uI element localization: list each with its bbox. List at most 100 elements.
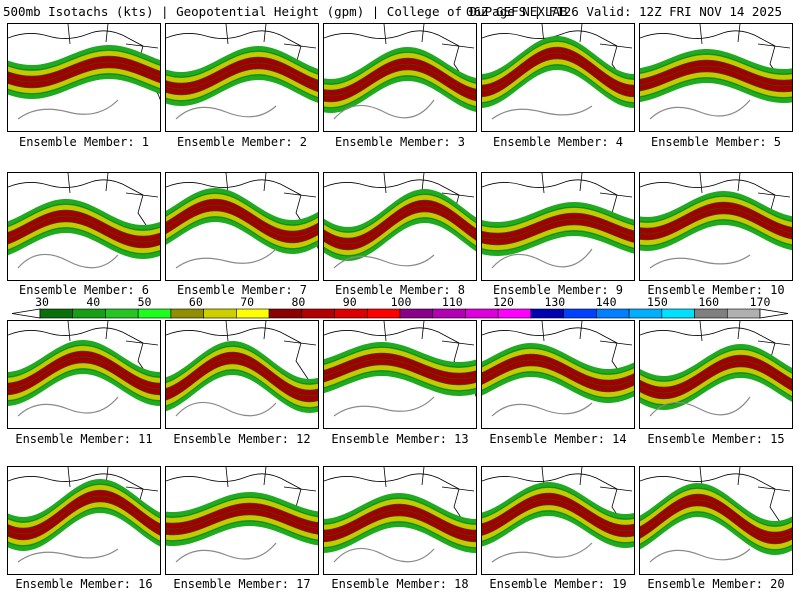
colorbar-tick-label: 90 [342,295,357,309]
coastline [8,24,160,101]
height-contour [324,199,476,239]
colorbar-segment [497,308,532,319]
ensemble-map-panel [7,320,161,429]
coastline [482,321,634,398]
height-contour [166,204,318,238]
ensemble-map-panel [165,23,319,132]
height-contour [482,510,634,544]
colorbar-segment [301,308,335,319]
height-contour [166,74,318,102]
chart-title: 500mb Isotachs (kts) | Geopotential Heig… [0,3,800,21]
height-contour [324,193,476,233]
colorbar-segment [72,308,106,319]
colorbar-tick-label: 110 [441,295,463,309]
map-canvas [166,467,318,563]
map-canvas [166,24,318,120]
height-contour [8,49,160,71]
height-contour [482,498,634,532]
colorbar-segment [399,308,434,319]
jet-edge-band [640,197,792,245]
height-contour [640,511,792,551]
geopotential-contour [491,248,593,269]
ensemble-member-label: Ensemble Member: 18 [331,577,469,591]
ensemble-map-panel [639,466,793,575]
colorbar-segment [563,308,597,319]
height-contour [8,215,160,243]
ensemble-member-label: Ensemble Member: 2 [176,135,308,149]
jet-core-band [166,57,318,95]
jet-edge-band [482,488,634,542]
height-contour [8,507,160,547]
geopotential-contour [175,401,277,417]
ensemble-map-panel [481,320,635,429]
coastline [640,24,792,101]
colorbar-tick-label: 70 [240,295,255,309]
ensemble-map-panel [165,172,319,281]
height-contour [8,209,160,237]
ensemble-member-label: Ensemble Member: 16 [15,577,153,591]
height-contour [324,370,476,392]
colorbar-segment [596,308,630,319]
geopotential-contour [491,105,593,120]
geopotential-contour [17,548,119,563]
map-canvas [8,24,160,120]
height-contour [8,362,160,396]
coastline [166,467,318,544]
coastline [640,173,792,250]
height-contour [482,218,634,240]
geopotential-contour [333,254,435,269]
jet-core-band [482,47,634,97]
height-contour [8,356,160,390]
title-left: 500mb Isotachs (kts) | Geopotential Heig… [3,4,568,19]
height-contour [482,206,634,228]
jet-edge-band [324,53,476,107]
ensemble-map-panel [639,23,793,132]
map-canvas [8,467,160,563]
colorbar-segment [366,308,401,319]
ensemble-map-panel [7,23,161,132]
height-contour [166,520,318,542]
colorbar-segment [465,308,499,319]
height-contour [482,212,634,234]
geopotential-contour [175,248,277,269]
height-contour [324,503,476,531]
height-contour [324,217,476,257]
height-contour [640,65,792,87]
ensemble-map-panel [323,172,477,281]
height-contour [482,64,634,104]
height-contour [166,192,318,226]
ensemble-member-label: Ensemble Member: 17 [173,577,311,591]
jet-edge-band [166,347,318,407]
coastline [8,173,160,250]
ensemble-member-label: Ensemble Member: 19 [489,577,627,591]
jet-core-band [482,354,634,392]
colorbar-tick-label: 120 [493,295,514,309]
colorbar-tick-label: 40 [86,295,101,309]
height-contour [166,502,318,524]
ensemble-member-label: Ensemble Member: 4 [492,135,624,149]
height-contour [482,40,634,80]
height-contour [8,73,160,95]
map-canvas [324,24,476,120]
geopotential-contour [649,254,751,269]
jet-core-band [324,353,476,385]
ensemble-member-label: Ensemble Member: 20 [647,577,785,591]
colorbar-segment [726,308,761,319]
height-contour [640,77,792,99]
map-canvas [482,321,634,417]
coastline [166,173,318,250]
height-contour [324,352,476,374]
ensemble-member-label: Ensemble Member: 15 [647,432,785,446]
height-contour [324,509,476,537]
coastline [482,467,634,544]
geopotential-contour [649,548,751,563]
ensemble-map-panel [7,466,161,575]
map-canvas [482,24,634,120]
colorbar-segment [105,308,139,319]
coastline [324,467,476,544]
jet-core-band [640,355,792,399]
colorbar-tick-label: 170 [749,295,771,309]
jet-core-band [166,199,318,243]
geopotential-contour [649,396,751,417]
geopotential-contour [333,396,435,417]
